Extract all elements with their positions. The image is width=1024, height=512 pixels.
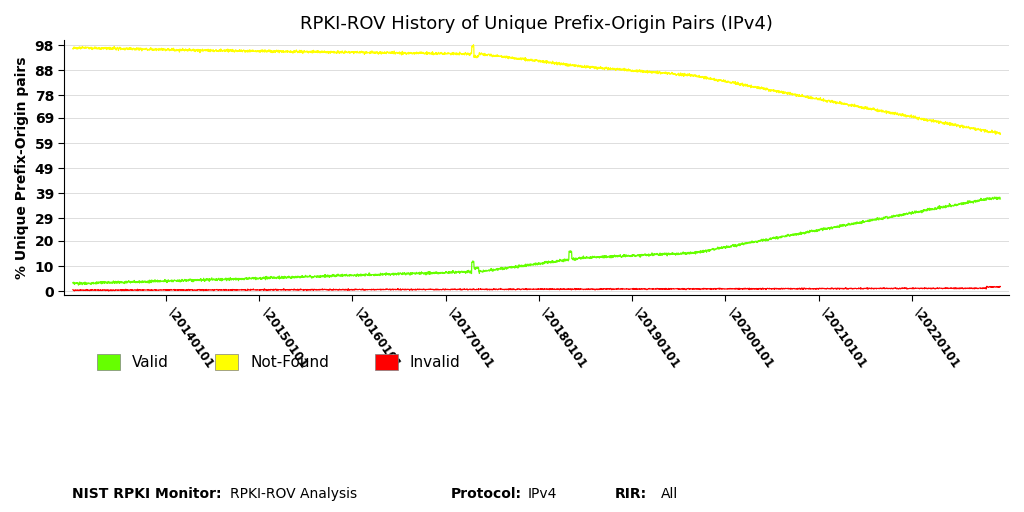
Text: Protocol:: Protocol: — [451, 487, 521, 501]
Text: All: All — [660, 487, 678, 501]
Legend: Valid, Not-Found, Invalid: Valid, Not-Found, Invalid — [91, 348, 467, 376]
Title: RPKI-ROV History of Unique Prefix-Origin Pairs (IPv4): RPKI-ROV History of Unique Prefix-Origin… — [300, 15, 773, 33]
Text: RIR:: RIR: — [614, 487, 646, 501]
Text: NIST RPKI Monitor:: NIST RPKI Monitor: — [72, 487, 221, 501]
Text: IPv4: IPv4 — [527, 487, 557, 501]
Y-axis label: % Unique Prefix-Origin pairs: % Unique Prefix-Origin pairs — [15, 56, 29, 279]
Text: RPKI-ROV Analysis: RPKI-ROV Analysis — [230, 487, 357, 501]
